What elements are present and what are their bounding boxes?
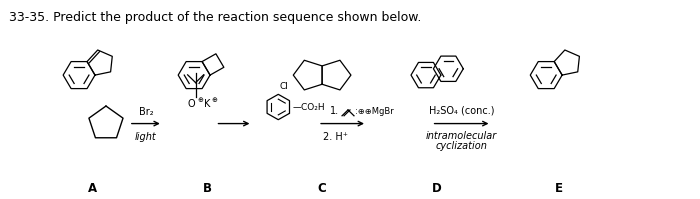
Text: —CO₂H: —CO₂H (292, 102, 325, 111)
Text: 2. H⁺: 2. H⁺ (323, 132, 348, 142)
Text: 33-35. Predict the product of the reaction sequence shown below.: 33-35. Predict the product of the reacti… (9, 11, 421, 24)
Text: B: B (202, 182, 211, 195)
Text: intramolecular: intramolecular (426, 131, 497, 141)
Text: :⊕⊕MgBr: :⊕⊕MgBr (355, 107, 393, 116)
Text: light: light (135, 132, 157, 142)
Text: D: D (433, 182, 442, 195)
Text: C: C (318, 182, 326, 195)
Text: ⊕: ⊕ (197, 97, 204, 103)
Text: K: K (204, 99, 210, 109)
Text: cyclization: cyclization (435, 141, 487, 151)
Text: O: O (188, 99, 195, 109)
Text: Br₂: Br₂ (139, 107, 153, 117)
Text: H₂SO₄ (conc.): H₂SO₄ (conc.) (429, 106, 494, 116)
Text: A: A (88, 182, 97, 195)
Text: Cl: Cl (279, 82, 288, 91)
Text: 1.: 1. (330, 106, 340, 116)
Text: E: E (555, 182, 564, 195)
Text: ⊕: ⊕ (211, 97, 218, 103)
